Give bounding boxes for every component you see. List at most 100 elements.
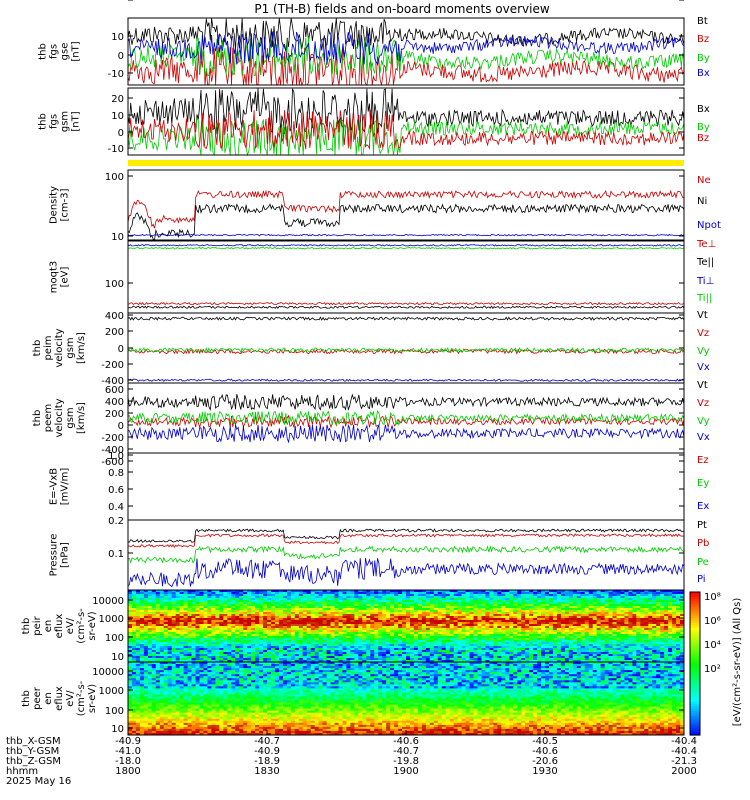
heatmap-cell [600, 614, 606, 617]
heatmap-cell [132, 632, 137, 635]
heatmap-cell [636, 628, 641, 631]
heatmap-cell [274, 638, 280, 641]
panel-frame [127, 312, 685, 384]
heatmap-cell [374, 646, 379, 649]
heatmap-cell [465, 638, 471, 641]
heatmap-cell [556, 652, 562, 655]
y-axis-label: Density [49, 186, 60, 224]
heatmap-cell [263, 620, 268, 623]
heatmap-cell [278, 612, 284, 615]
heatmap-cell [370, 592, 375, 595]
heatmap-cell [139, 610, 145, 613]
heatmap-cell [282, 624, 288, 627]
heatmap-cell [286, 658, 292, 661]
heatmap-cell [259, 646, 264, 649]
heatmap-cell [259, 628, 264, 631]
heatmap-cell [227, 656, 232, 659]
heatmap-cell [386, 616, 391, 619]
heatmap-cell [298, 592, 304, 595]
heatmap-cell [441, 656, 447, 659]
heatmap-cell [473, 614, 478, 617]
heatmap-cell [267, 654, 272, 657]
heatmap-cell [342, 634, 347, 637]
heatmap-cell [354, 618, 359, 621]
heatmap-cell [513, 620, 518, 623]
heatmap-cell [489, 646, 494, 649]
heatmap-cell [322, 616, 328, 619]
heatmap-cell [469, 646, 474, 649]
heatmap-cell [636, 634, 641, 637]
heatmap-cell [390, 642, 395, 645]
heatmap-cell [596, 624, 602, 627]
heatmap-cell [132, 658, 137, 661]
heatmap-cell [171, 604, 177, 607]
heatmap-cell [338, 610, 343, 613]
heatmap-cell [386, 602, 391, 605]
heatmap-cell [469, 626, 474, 629]
heatmap-cell [151, 592, 157, 595]
heatmap-cell [143, 620, 149, 623]
heatmap-cell [255, 658, 260, 661]
heatmap-cell [588, 598, 594, 601]
y-axis-label: thb [32, 340, 43, 357]
heatmap-cell [560, 606, 566, 609]
heatmap-cell [322, 610, 328, 613]
heatmap-cell [556, 644, 562, 647]
heatmap-cell [179, 632, 185, 635]
heatmap-cell [521, 608, 526, 611]
heatmap-cell [139, 624, 145, 627]
heatmap-cell [326, 612, 332, 615]
heatmap-cell [652, 648, 657, 651]
heatmap-cell [259, 616, 264, 619]
heatmap-cell [330, 620, 335, 623]
heatmap-cell [195, 600, 200, 603]
heatmap-cell [556, 620, 562, 623]
legend-peim-0: Vt [697, 310, 708, 321]
heatmap-cell [132, 596, 137, 599]
heatmap-cell [370, 636, 375, 639]
heatmap-cell [271, 606, 276, 609]
heatmap-cell [465, 596, 471, 599]
heatmap-cell [298, 590, 304, 593]
heatmap-cell [552, 652, 558, 655]
heatmap-cell [525, 618, 530, 621]
heatmap-cell [584, 622, 590, 625]
heatmap-cell [445, 626, 451, 629]
heatmap-cell [501, 596, 506, 599]
heatmap-cell [207, 594, 212, 597]
heatmap-cell [306, 592, 312, 595]
heatmap-cell [334, 644, 339, 647]
heatmap-cell [616, 624, 621, 627]
heatmap-cell [147, 650, 153, 653]
heatmap-cell [378, 594, 383, 597]
heatmap-cell [417, 642, 423, 645]
heatmap-cell [402, 590, 407, 593]
heatmap-cell [330, 646, 335, 649]
heatmap-cell [163, 614, 169, 617]
heatmap-cell [199, 610, 204, 613]
heatmap-cell [322, 602, 328, 605]
heatmap-cell [473, 642, 478, 645]
heatmap-cell [231, 650, 236, 653]
heatmap-cell [406, 594, 411, 597]
heatmap-cell [334, 634, 339, 637]
heatmap-cell [545, 644, 550, 647]
heatmap-cell [318, 650, 324, 653]
heatmap-cell [310, 650, 316, 653]
heatmap-cell [179, 600, 185, 603]
heatmap-cell [493, 606, 498, 609]
heatmap-cell [207, 604, 212, 607]
heatmap-cell [588, 634, 594, 637]
heatmap-cell [362, 598, 367, 601]
heatmap-cell [274, 620, 280, 623]
heatmap-cell [580, 616, 586, 619]
heatmap-cell [374, 648, 379, 651]
heatmap-cell [441, 632, 447, 635]
series-line-temp-1 [127, 305, 685, 309]
heatmap-cell [251, 614, 256, 617]
heatmap-cell [469, 602, 474, 605]
heatmap-cell [247, 628, 252, 631]
heatmap-cell [406, 608, 411, 611]
heatmap-cell [386, 654, 391, 657]
heatmap-cell [489, 654, 494, 657]
